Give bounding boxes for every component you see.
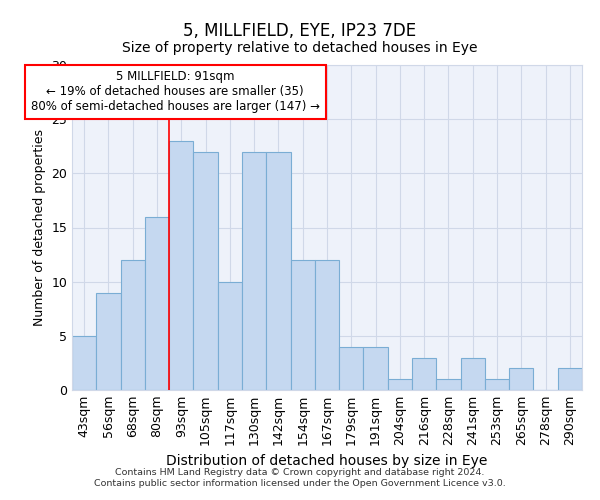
Bar (266, 152, 290, 390)
Y-axis label: Number of detached properties: Number of detached properties (33, 129, 46, 326)
Bar (169, 141, 193, 390)
Bar (485, 379, 509, 390)
Bar (242, 152, 266, 390)
Bar (339, 346, 364, 390)
Bar (290, 260, 315, 390)
Bar (436, 379, 461, 390)
Bar (461, 358, 485, 390)
Bar (388, 379, 412, 390)
Bar (364, 346, 388, 390)
Text: Contains HM Land Registry data © Crown copyright and database right 2024.
Contai: Contains HM Land Registry data © Crown c… (94, 468, 506, 487)
Text: Size of property relative to detached houses in Eye: Size of property relative to detached ho… (122, 41, 478, 55)
Bar (315, 260, 339, 390)
Bar (509, 368, 533, 390)
Bar (121, 260, 145, 390)
Bar (193, 152, 218, 390)
X-axis label: Distribution of detached houses by size in Eye: Distribution of detached houses by size … (166, 454, 488, 468)
Bar (412, 358, 436, 390)
Bar (145, 216, 169, 390)
Bar (72, 336, 96, 390)
Text: 5, MILLFIELD, EYE, IP23 7DE: 5, MILLFIELD, EYE, IP23 7DE (184, 22, 416, 40)
Text: 5 MILLFIELD: 91sqm
← 19% of detached houses are smaller (35)
80% of semi-detache: 5 MILLFIELD: 91sqm ← 19% of detached hou… (31, 70, 320, 114)
Bar (218, 282, 242, 390)
Bar (96, 292, 121, 390)
Bar (558, 368, 582, 390)
